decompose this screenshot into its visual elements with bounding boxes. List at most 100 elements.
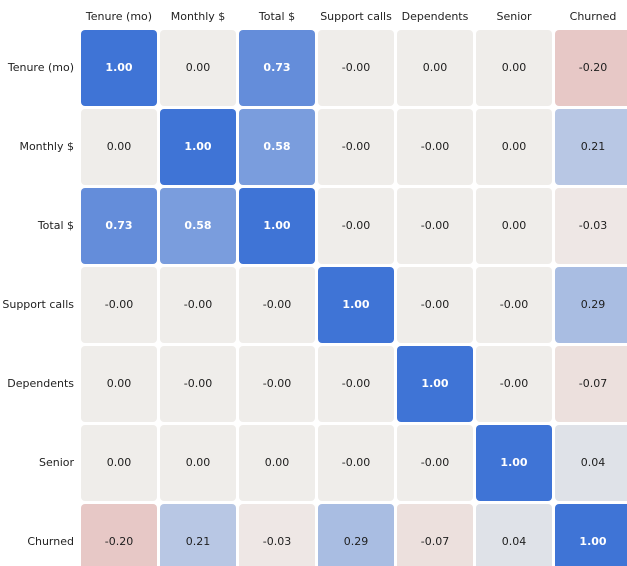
- column-label: Dependents: [402, 10, 469, 23]
- heatmap-cell: [81, 30, 157, 106]
- heatmap-cell: [476, 425, 552, 501]
- heatmap-cell: [81, 267, 157, 343]
- heatmap-cell-label: 0.21: [581, 140, 606, 153]
- heatmap-cell: [397, 346, 473, 422]
- heatmap-cell-label: -0.03: [579, 219, 607, 232]
- heatmap-cell-label: -0.00: [342, 219, 370, 232]
- heatmap-cell: [318, 425, 394, 501]
- heatmap-cell: [397, 504, 473, 566]
- heatmap-cell: [476, 30, 552, 106]
- heatmap-cell-label: -0.03: [263, 535, 291, 548]
- row-label: Total $: [37, 219, 74, 232]
- row-label: Senior: [39, 456, 75, 469]
- heatmap-cell: [160, 346, 236, 422]
- heatmap-cell: [555, 504, 627, 566]
- heatmap-cell: [239, 425, 315, 501]
- heatmap-cell-label: 0.00: [186, 61, 211, 74]
- heatmap-cell-label: -0.00: [421, 456, 449, 469]
- heatmap-cell: [555, 30, 627, 106]
- heatmap-cell: [160, 188, 236, 264]
- heatmap-cell-label: -0.07: [421, 535, 449, 548]
- heatmap-cell: [397, 109, 473, 185]
- heatmap-cell-label: -0.00: [263, 298, 291, 311]
- heatmap-cell-label: 0.00: [107, 377, 132, 390]
- heatmap-cell-label: -0.00: [342, 61, 370, 74]
- heatmap-cell-label: -0.00: [105, 298, 133, 311]
- row-label: Tenure (mo): [7, 61, 74, 74]
- heatmap-cell: [239, 504, 315, 566]
- heatmap-cell-label: 0.73: [263, 61, 290, 74]
- heatmap-cell-label: -0.00: [263, 377, 291, 390]
- heatmap-cell-label: 1.00: [342, 298, 369, 311]
- heatmap-cell: [476, 109, 552, 185]
- column-label: Churned: [570, 10, 617, 23]
- heatmap-cell-label: 0.04: [502, 535, 527, 548]
- heatmap-cell-label: -0.00: [342, 377, 370, 390]
- row-label: Churned: [27, 535, 74, 548]
- heatmap-cell: [239, 30, 315, 106]
- heatmap-cell-label: -0.20: [579, 61, 607, 74]
- heatmap-cell-label: -0.00: [184, 377, 212, 390]
- heatmap-cell-label: 0.29: [344, 535, 369, 548]
- heatmap-cell: [239, 267, 315, 343]
- heatmap-cell: [318, 346, 394, 422]
- heatmap-cell-label: -0.00: [421, 219, 449, 232]
- heatmap-cell-label: 1.00: [579, 535, 606, 548]
- heatmap-cell-label: -0.00: [342, 456, 370, 469]
- column-label: Support calls: [320, 10, 392, 23]
- heatmap-cell: [476, 504, 552, 566]
- heatmap-cell: [160, 267, 236, 343]
- heatmap-cell-label: 0.73: [105, 219, 132, 232]
- heatmap-cell-label: 0.00: [107, 456, 132, 469]
- heatmap-cell-label: 0.00: [423, 61, 448, 74]
- heatmap-cell-label: -0.00: [184, 298, 212, 311]
- heatmap-cell-label: -0.00: [500, 298, 528, 311]
- heatmap-cell: [81, 504, 157, 566]
- heatmap-cell-label: 1.00: [263, 219, 290, 232]
- heatmap-cell: [81, 346, 157, 422]
- heatmap-cell: [318, 109, 394, 185]
- heatmap-cell: [239, 188, 315, 264]
- heatmap-cell-label: -0.00: [421, 298, 449, 311]
- heatmap-cell-label: -0.20: [105, 535, 133, 548]
- heatmap-cell: [160, 30, 236, 106]
- column-label: Monthly $: [171, 10, 226, 23]
- heatmap-cell: [318, 30, 394, 106]
- heatmap-cell: [397, 188, 473, 264]
- heatmap-cell-label: 1.00: [500, 456, 527, 469]
- heatmap-cell: [555, 425, 627, 501]
- heatmap-cell: [318, 267, 394, 343]
- heatmap-cell: [555, 188, 627, 264]
- heatmap-cell: [239, 109, 315, 185]
- heatmap-cell: [318, 188, 394, 264]
- heatmap-cell-label: 1.00: [105, 61, 132, 74]
- heatmap-cell-label: 0.58: [263, 140, 290, 153]
- heatmap-cell-label: 0.00: [502, 219, 527, 232]
- heatmap-cell-label: 1.00: [421, 377, 448, 390]
- heatmap-cell: [81, 188, 157, 264]
- row-label: Dependents: [7, 377, 74, 390]
- heatmap-cell: [476, 188, 552, 264]
- column-label: Total $: [258, 10, 295, 23]
- heatmap-cell: [397, 30, 473, 106]
- heatmap-cell: [318, 504, 394, 566]
- heatmap-cell: [397, 425, 473, 501]
- heatmap-cell-label: 0.00: [502, 140, 527, 153]
- row-label: Monthly $: [19, 140, 74, 153]
- heatmap-cell: [81, 109, 157, 185]
- heatmap-cell-label: 0.00: [502, 61, 527, 74]
- heatmap-cell: [555, 267, 627, 343]
- heatmap-cell-label: 1.00: [184, 140, 211, 153]
- heatmap-cell-label: -0.00: [421, 140, 449, 153]
- heatmap-cell-label: -0.07: [579, 377, 607, 390]
- heatmap-cell: [476, 267, 552, 343]
- heatmap-cell: [555, 109, 627, 185]
- heatmap-cell: [81, 425, 157, 501]
- heatmap-cell-label: 0.04: [581, 456, 606, 469]
- heatmap-cell-label: -0.00: [500, 377, 528, 390]
- heatmap-cell-label: 0.00: [265, 456, 290, 469]
- heatmap-cell: [160, 109, 236, 185]
- heatmap-cell-label: 0.21: [186, 535, 211, 548]
- heatmap-cell-label: 0.00: [186, 456, 211, 469]
